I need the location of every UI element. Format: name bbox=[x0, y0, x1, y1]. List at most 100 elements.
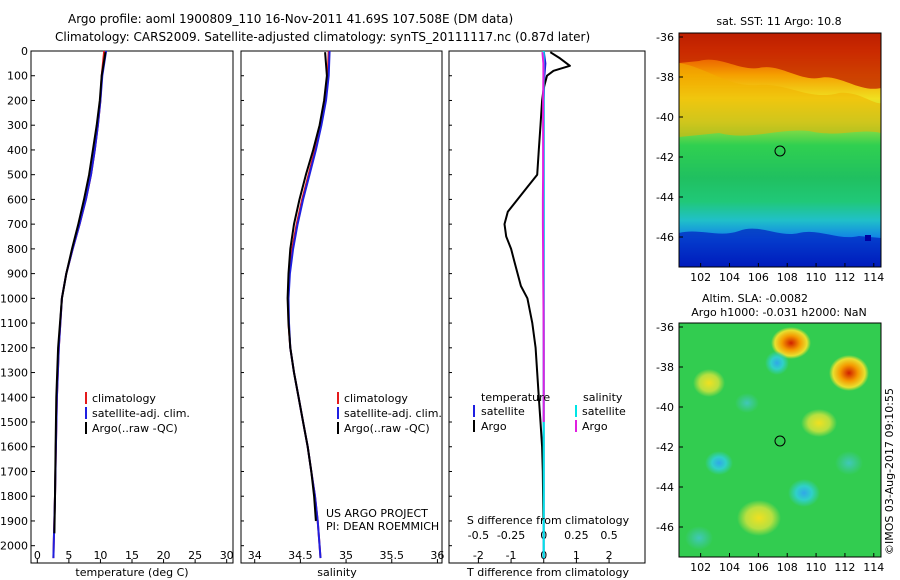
x-tick-label: 1 bbox=[573, 549, 580, 562]
map-x-tick-label: 102 bbox=[690, 271, 711, 284]
sst-map-frame bbox=[678, 32, 882, 268]
sst-warm-tongue bbox=[679, 33, 881, 89]
legend-label-temp-satellite: satellite bbox=[481, 405, 525, 418]
series-line-argo-temperature bbox=[503, 51, 571, 522]
sla-anomaly-low bbox=[788, 479, 820, 507]
sst-map-panel: sat. SST: 11 Argo: 10.8 102 104 106 108 110 1… bbox=[656, 15, 884, 284]
map-y-tick-label: -36 bbox=[656, 31, 674, 44]
temperature-difference-axis-label: T difference from climatology bbox=[466, 566, 629, 579]
map-y-tick-label: -42 bbox=[656, 151, 674, 164]
x-tick-label: 34 bbox=[248, 549, 262, 562]
series-line-satellite-adj-clim bbox=[287, 50, 331, 559]
x-tick-label: 5 bbox=[65, 549, 72, 562]
figure-title-line1: Argo profile: aoml 1900809_110 16-Nov-20… bbox=[68, 12, 513, 26]
temperature-x-axis-label: temperature (deg C) bbox=[75, 566, 188, 579]
map-y-tick-label: -46 bbox=[656, 231, 674, 244]
sla-map-title-line2: Argo h1000: -0.031 h2000: NaN bbox=[691, 306, 867, 319]
legend-label-argo: Argo(..raw -QC) bbox=[344, 422, 430, 435]
map-x-tick-label: 106 bbox=[748, 271, 769, 284]
map-x-tick-label: 108 bbox=[777, 271, 798, 284]
map-x-tick-label: 114 bbox=[863, 271, 884, 284]
series-line-climatology bbox=[287, 50, 330, 559]
series-line-argo-raw-qc bbox=[53, 52, 107, 534]
y-tick-label: 900 bbox=[7, 268, 28, 281]
project-annotation-line2: PI: DEAN ROEMMICH bbox=[326, 520, 439, 533]
sla-anomaly-low bbox=[765, 351, 789, 375]
y-tick-label: 500 bbox=[7, 169, 28, 182]
y-tick-label: 300 bbox=[7, 119, 28, 132]
sla-anomaly-low bbox=[735, 393, 759, 413]
temperature-marks: 0 5 10 15 20 25 300100200300400500600700800900… bbox=[0, 45, 234, 563]
sst-cold-edge bbox=[679, 228, 881, 267]
sla-map-image bbox=[679, 323, 881, 557]
temperature-legend: climatology satellite-adj. clim. Argo(..… bbox=[85, 392, 190, 435]
map-x-tick-label: 112 bbox=[834, 561, 855, 574]
legend-label-temp-argo: Argo bbox=[481, 420, 507, 433]
salinity-difference-axis-label: S difference from climatology bbox=[467, 514, 630, 527]
sla-float-position-marker bbox=[774, 435, 786, 447]
legend-label-satellite-adj: satellite-adj. clim. bbox=[344, 407, 442, 420]
sst-float-position-marker bbox=[774, 145, 786, 157]
series-line-argo-raw-qc bbox=[286, 52, 328, 522]
sst-map-image bbox=[679, 33, 881, 267]
sla-map-frame bbox=[678, 322, 882, 558]
x-tick-label: 34.5 bbox=[288, 549, 313, 562]
difference-plot-frame bbox=[448, 50, 646, 564]
salinity-panel: 34 34.5 35 35.5 36 climatology satellite-adj… bbox=[240, 50, 444, 579]
map-x-tick-label: 102 bbox=[690, 561, 711, 574]
sla-anomaly-high bbox=[771, 327, 811, 359]
x-tick-label: 30 bbox=[220, 549, 234, 562]
map-y-tick-label: -36 bbox=[656, 321, 674, 334]
y-tick-label: 0 bbox=[21, 45, 28, 58]
salinity-marks: 34 34.5 35 35.5 36 bbox=[241, 50, 444, 563]
map-x-tick-label: 104 bbox=[719, 561, 740, 574]
temperature-panel: 0 5 10 15 20 25 300100200300400500600700800900… bbox=[0, 45, 234, 579]
map-x-tick-label: 106 bbox=[748, 561, 769, 574]
y-tick-label: 400 bbox=[7, 144, 28, 157]
y-tick-label: 1400 bbox=[0, 391, 28, 404]
y-tick-label: 1600 bbox=[0, 441, 28, 454]
x-tick-label: -2 bbox=[473, 549, 484, 562]
x-tick-label: 2 bbox=[606, 549, 613, 562]
x-tick-label: 35.5 bbox=[380, 549, 405, 562]
y-tick-label: 1100 bbox=[0, 317, 28, 330]
difference-marks: -2 -1 0 1 2-0.5 -0.25 0 0.25 0.5 bbox=[449, 50, 618, 563]
sla-map-ticks: 102 104 106 108 110 112 114 -36 -38 -40 -42 -44 -46 bbox=[656, 321, 884, 574]
y-tick-label: 800 bbox=[7, 243, 28, 256]
y-tick-label: 1500 bbox=[0, 416, 28, 429]
y-tick-label: 600 bbox=[7, 193, 28, 206]
sst-missing-pixel bbox=[865, 235, 871, 241]
legend-title-temperature: temperature bbox=[481, 391, 550, 404]
sla-anomaly-positive bbox=[737, 500, 781, 536]
sla-map-panel: Altim. SLA: -0.0082 Argo h1000: -0.031 h… bbox=[656, 292, 884, 574]
sla-anomaly-low bbox=[685, 526, 713, 550]
top-x-tick-label: -0.25 bbox=[497, 529, 525, 542]
map-y-tick-label: -38 bbox=[656, 71, 674, 84]
series-line-argo-salinity bbox=[541, 52, 545, 422]
top-x-tick-label: 0.5 bbox=[600, 529, 618, 542]
x-tick-label: 36 bbox=[430, 549, 444, 562]
x-tick-label: -1 bbox=[506, 549, 517, 562]
salinity-plot-frame bbox=[240, 50, 443, 564]
map-x-tick-label: 104 bbox=[719, 271, 740, 284]
sla-anomaly-positive bbox=[801, 409, 837, 437]
y-tick-label: 700 bbox=[7, 218, 28, 231]
sla-map-title-line1: Altim. SLA: -0.0082 bbox=[702, 292, 808, 305]
map-y-tick-label: -44 bbox=[656, 481, 674, 494]
legend-label-sal-satellite: satellite bbox=[582, 405, 626, 418]
y-tick-label: 1200 bbox=[0, 342, 28, 355]
map-y-tick-label: -44 bbox=[656, 191, 674, 204]
map-x-tick-label: 110 bbox=[806, 271, 827, 284]
sla-anomaly-positive bbox=[693, 369, 725, 397]
sst-map-title: sat. SST: 11 Argo: 10.8 bbox=[716, 15, 841, 28]
legend-label-climatology: climatology bbox=[92, 392, 156, 405]
y-tick-label: 100 bbox=[7, 70, 28, 83]
legend-label-climatology: climatology bbox=[344, 392, 408, 405]
legend-label-sal-argo: Argo bbox=[582, 420, 608, 433]
x-tick-label: 10 bbox=[93, 549, 107, 562]
map-y-tick-label: -40 bbox=[656, 401, 674, 414]
top-x-tick-label: 0.25 bbox=[564, 529, 589, 542]
map-x-tick-label: 114 bbox=[863, 561, 884, 574]
legend-label-argo: Argo(..raw -QC) bbox=[92, 422, 178, 435]
